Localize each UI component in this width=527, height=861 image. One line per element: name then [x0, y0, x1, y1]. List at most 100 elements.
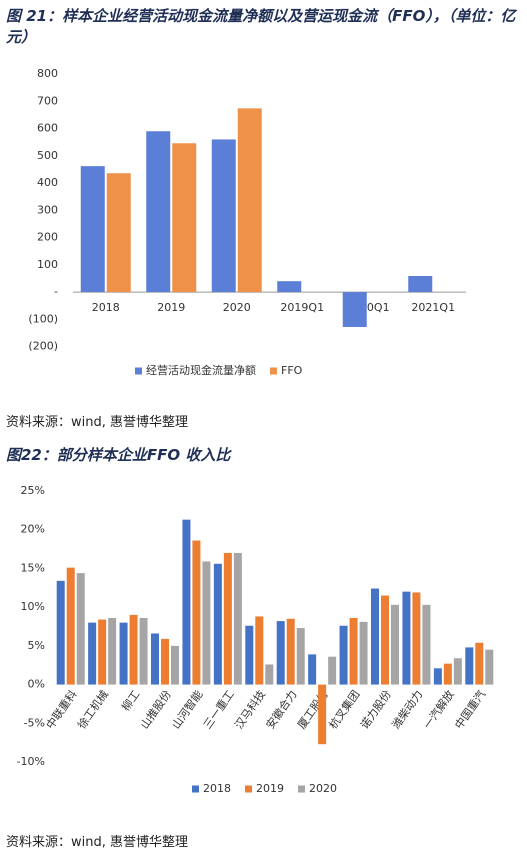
bar	[66, 567, 75, 685]
x-tick-label: 一汽解放	[420, 687, 457, 731]
bar	[182, 519, 191, 685]
y-tick-label: 800	[37, 67, 58, 80]
x-tick-label: 柳工	[118, 687, 142, 713]
bar	[402, 591, 411, 685]
bar	[56, 580, 65, 685]
bar	[255, 616, 264, 685]
bar	[119, 622, 128, 685]
x-tick-label: 2018	[92, 301, 120, 314]
bar	[139, 617, 148, 685]
bar	[106, 173, 131, 293]
bar	[76, 573, 85, 685]
bar	[342, 292, 367, 327]
bar	[422, 604, 431, 685]
legend-label: 经营活动现金流量净额	[146, 363, 256, 377]
bar	[381, 595, 389, 685]
x-tick-label: 2019Q1	[280, 301, 324, 314]
y-tick-label: 20%	[21, 523, 45, 536]
legend-label: 2020	[309, 782, 337, 795]
legend-swatch	[270, 367, 277, 375]
bar	[245, 625, 254, 685]
bar	[465, 647, 474, 685]
bar	[371, 588, 379, 685]
legend-swatch	[192, 785, 199, 793]
bar	[391, 604, 399, 685]
y-tick-label: -	[54, 285, 58, 298]
bar	[453, 658, 462, 685]
bar	[412, 592, 421, 685]
source: 资料来源：wind, 惠誉博华整理	[6, 415, 189, 430]
bar	[202, 561, 211, 685]
legend-label: 2019	[256, 782, 284, 795]
source: 资料来源：wind, 惠誉博华整理	[6, 835, 189, 850]
x-tick-label: 杭叉集团	[326, 687, 363, 731]
bar	[475, 642, 484, 685]
bar	[433, 668, 442, 685]
bar	[308, 654, 317, 685]
x-tick-label: 2021Q1	[411, 301, 455, 314]
bar	[80, 166, 105, 293]
y-tick-label: 25%	[21, 484, 45, 497]
y-tick-label: 15%	[21, 561, 45, 574]
y-tick-label: 300	[37, 203, 58, 216]
bar	[108, 617, 117, 685]
bar	[265, 664, 274, 685]
y-tick-label: 10%	[21, 600, 45, 613]
x-tick-label: 潍柴动力	[389, 687, 426, 731]
bar	[318, 684, 327, 745]
legend-swatch	[135, 367, 142, 375]
bar	[151, 633, 159, 685]
bar	[328, 656, 337, 685]
bar	[88, 622, 97, 685]
bar	[349, 617, 358, 685]
x-tick-label: 2019	[157, 301, 185, 314]
x-tick-label: 三一重工	[200, 687, 237, 731]
x-tick-label: 山推股份	[137, 687, 174, 731]
bar	[161, 638, 169, 685]
bar	[277, 281, 302, 293]
y-tick-label: -10%	[17, 755, 45, 768]
x-tick-label: 中联重科	[43, 687, 80, 731]
y-tick-label: 100	[37, 258, 58, 271]
y-tick-label: (100)	[28, 312, 58, 325]
y-tick-label: 200	[37, 231, 58, 244]
caption: 图 21：样本企业经营活动现金流量净额以及营运现金流（FFO），（单位：亿元）	[6, 7, 516, 46]
bar	[485, 649, 494, 685]
legend-swatch	[298, 785, 305, 793]
x-tick-label: 2020	[223, 301, 251, 314]
y-tick-label: -5%	[24, 716, 45, 729]
bar	[237, 108, 262, 293]
bar	[192, 540, 201, 685]
y-tick-label: 400	[37, 176, 58, 189]
caption: 图22：部分样本企业FFO 收入比	[6, 446, 231, 464]
y-tick-label: 5%	[28, 639, 45, 652]
y-tick-label: 700	[37, 94, 58, 107]
bar	[98, 619, 107, 685]
bar	[171, 645, 179, 685]
x-tick-label: 诺力股份	[358, 688, 394, 731]
bar	[339, 625, 348, 685]
y-tick-label: 500	[37, 149, 58, 162]
legend-label: FFO	[281, 364, 303, 377]
bar	[286, 618, 295, 685]
x-tick-label: 中国重汽	[451, 687, 488, 731]
bar	[213, 563, 222, 685]
bar	[129, 614, 138, 685]
bar	[359, 621, 368, 685]
bar	[296, 628, 305, 685]
bar	[443, 663, 452, 685]
bar	[211, 139, 236, 293]
x-tick-label: 徐工机械	[74, 687, 111, 731]
x-tick-label: 安徽合力	[263, 687, 300, 731]
bar	[233, 552, 242, 685]
legend-label: 2018	[203, 782, 231, 795]
bar	[408, 275, 433, 293]
bar	[172, 143, 197, 293]
bar	[276, 621, 285, 685]
x-tick-label: 汉马科技	[231, 687, 268, 731]
y-tick-label: (200)	[28, 340, 58, 353]
y-tick-label: 0%	[28, 678, 45, 691]
bar	[146, 131, 171, 293]
